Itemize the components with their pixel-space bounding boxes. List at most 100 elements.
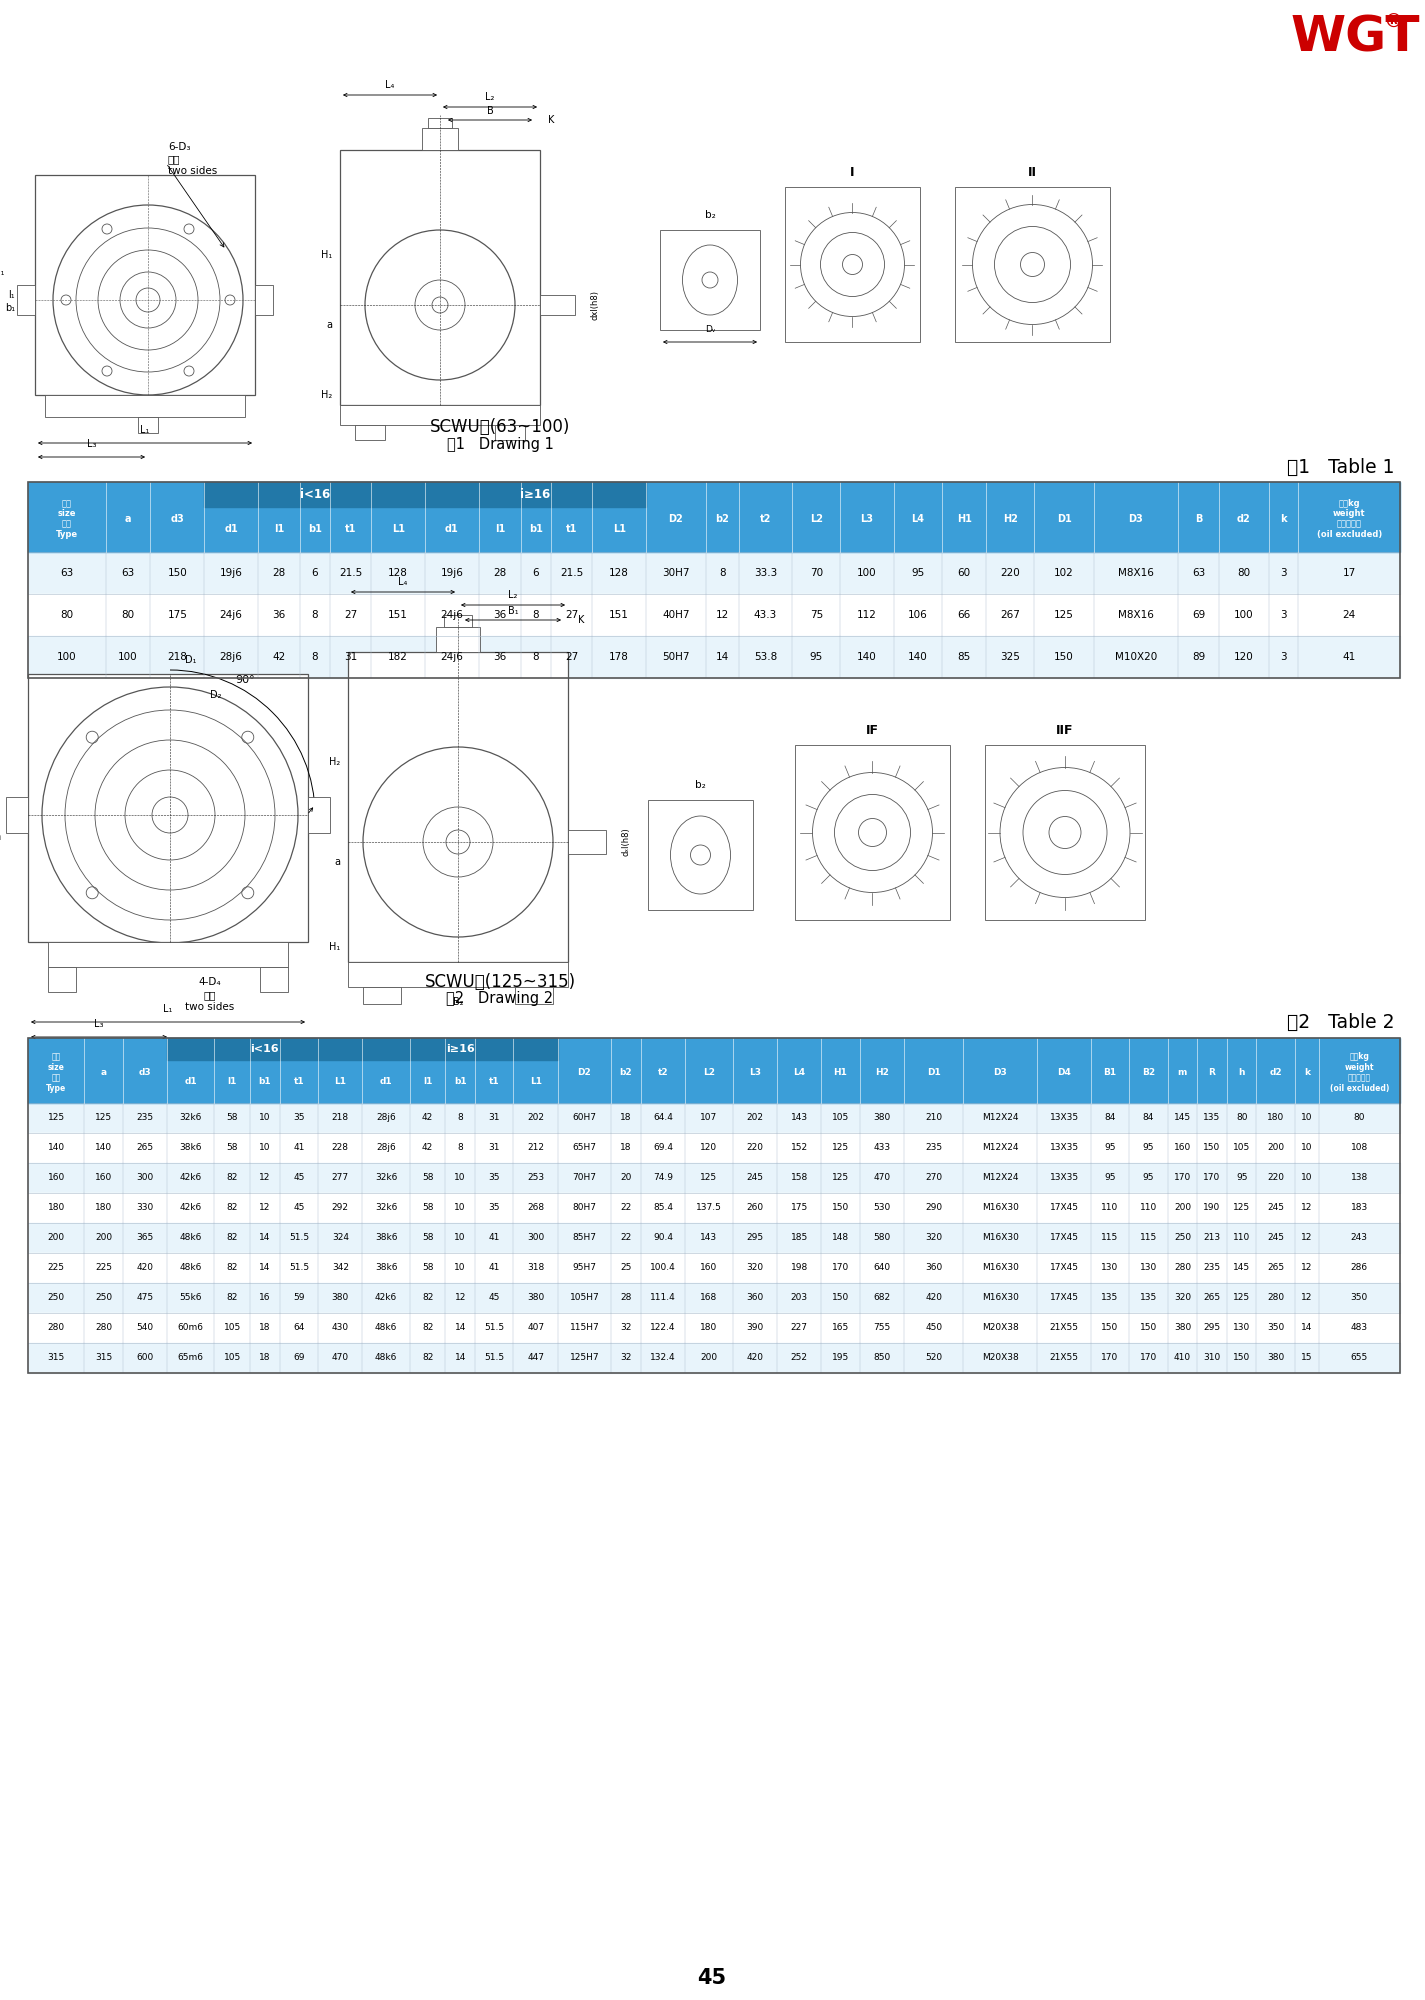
Text: 65m6: 65m6 [178, 1354, 204, 1362]
Text: L₁: L₁ [140, 426, 150, 436]
Text: 31: 31 [489, 1114, 500, 1122]
Text: 图1   Drawing 1: 图1 Drawing 1 [446, 436, 553, 452]
Text: 320: 320 [925, 1234, 942, 1242]
Text: 32k6: 32k6 [375, 1174, 398, 1182]
Text: L₁: L₁ [164, 1004, 172, 1014]
Text: 145: 145 [1233, 1264, 1250, 1272]
Text: 58: 58 [227, 1144, 238, 1152]
Text: 655: 655 [1351, 1354, 1368, 1362]
Text: 202: 202 [747, 1114, 764, 1122]
Bar [28, 594, 1399, 636]
Text: i<16: i<16 [299, 488, 329, 500]
Text: 95: 95 [911, 568, 925, 578]
Bar [341, 150, 540, 404]
Text: 3: 3 [1280, 568, 1287, 578]
Text: 10: 10 [1301, 1144, 1312, 1152]
Text: 63: 63 [1191, 568, 1206, 578]
Text: 两侧: 两侧 [204, 990, 217, 1000]
Bar [6, 796, 28, 832]
Text: L₂: L₂ [509, 590, 517, 600]
Text: 128: 128 [610, 568, 628, 578]
Text: 125: 125 [47, 1114, 64, 1122]
Text: 105: 105 [224, 1354, 241, 1362]
Text: 31: 31 [343, 652, 358, 662]
Text: 150: 150 [1203, 1144, 1221, 1152]
Text: 530: 530 [874, 1204, 891, 1212]
Text: b2: b2 [715, 514, 730, 524]
Bar [955, 188, 1110, 342]
Text: D3: D3 [1129, 514, 1143, 524]
Text: 143: 143 [791, 1114, 808, 1122]
Text: 10: 10 [455, 1204, 466, 1212]
Text: 170: 170 [832, 1264, 849, 1272]
Text: 100: 100 [858, 568, 876, 578]
Text: 48k6: 48k6 [180, 1264, 202, 1272]
Text: 125: 125 [700, 1174, 717, 1182]
Text: 125: 125 [95, 1114, 113, 1122]
Text: 38k6: 38k6 [375, 1234, 398, 1242]
Text: 292: 292 [332, 1204, 349, 1212]
Text: 280: 280 [1267, 1294, 1284, 1302]
Text: t1: t1 [345, 524, 356, 534]
Text: 25: 25 [620, 1264, 631, 1272]
Text: 48k6: 48k6 [180, 1234, 202, 1242]
Text: 111.4: 111.4 [650, 1294, 675, 1302]
Text: i≥16: i≥16 [446, 1044, 475, 1054]
Text: 64.4: 64.4 [653, 1114, 673, 1122]
Text: 132.4: 132.4 [650, 1354, 675, 1362]
Text: 640: 640 [874, 1264, 891, 1272]
Text: 295: 295 [747, 1234, 764, 1242]
Text: 32k6: 32k6 [375, 1204, 398, 1212]
Text: 28: 28 [493, 568, 506, 578]
Text: 13X35: 13X35 [1049, 1174, 1079, 1182]
Text: a: a [333, 856, 341, 868]
Bar [569, 830, 606, 854]
Text: M20X38: M20X38 [982, 1324, 1019, 1332]
Text: 63: 63 [121, 568, 134, 578]
Text: 202: 202 [527, 1114, 544, 1122]
Text: 尺寸
size
型号
Type: 尺寸 size 型号 Type [46, 1052, 66, 1092]
Text: M8X16: M8X16 [1117, 568, 1154, 578]
Text: 32k6: 32k6 [180, 1114, 202, 1122]
Bar [422, 128, 457, 150]
Text: 245: 245 [1267, 1234, 1284, 1242]
Text: 85H7: 85H7 [573, 1234, 597, 1242]
Text: 225: 225 [95, 1264, 113, 1272]
Text: d2: d2 [1270, 1068, 1282, 1076]
Bar [167, 1038, 362, 1060]
Text: 60: 60 [958, 568, 970, 578]
Text: 8: 8 [718, 568, 725, 578]
Text: 82: 82 [227, 1294, 238, 1302]
Text: 110: 110 [1102, 1204, 1119, 1212]
Text: 12: 12 [259, 1204, 271, 1212]
Text: 245: 245 [747, 1174, 764, 1182]
Text: 27: 27 [564, 652, 579, 662]
Text: 580: 580 [874, 1234, 891, 1242]
Text: 重量kg
weight
不包括油量
(oil excluded): 重量kg weight 不包括油量 (oil excluded) [1330, 1052, 1389, 1092]
Text: 138: 138 [1351, 1174, 1368, 1182]
Text: 50H7: 50H7 [663, 652, 690, 662]
Text: 245: 245 [1267, 1204, 1284, 1212]
Text: L₃: L₃ [94, 1020, 104, 1028]
Text: II: II [1027, 166, 1037, 180]
Text: 14: 14 [455, 1354, 466, 1362]
Text: l₁: l₁ [9, 290, 16, 300]
Text: 210: 210 [925, 1114, 942, 1122]
Text: 160: 160 [1174, 1144, 1191, 1152]
Text: 280: 280 [1174, 1264, 1191, 1272]
Text: 200: 200 [47, 1234, 64, 1242]
Text: 12: 12 [1301, 1264, 1312, 1272]
Text: 190: 190 [1203, 1204, 1221, 1212]
Text: 14: 14 [455, 1324, 466, 1332]
Text: 200: 200 [95, 1234, 113, 1242]
Text: 95: 95 [1104, 1144, 1116, 1152]
Text: 28j6: 28j6 [376, 1114, 396, 1122]
Text: 112: 112 [856, 610, 876, 620]
Text: 表2   Table 2: 表2 Table 2 [1288, 1012, 1395, 1032]
Bar [28, 1312, 1399, 1344]
Text: L4: L4 [911, 514, 925, 524]
Text: 106: 106 [908, 610, 928, 620]
Text: 65H7: 65H7 [573, 1144, 597, 1152]
Text: 40H7: 40H7 [663, 610, 690, 620]
Bar [46, 396, 245, 418]
